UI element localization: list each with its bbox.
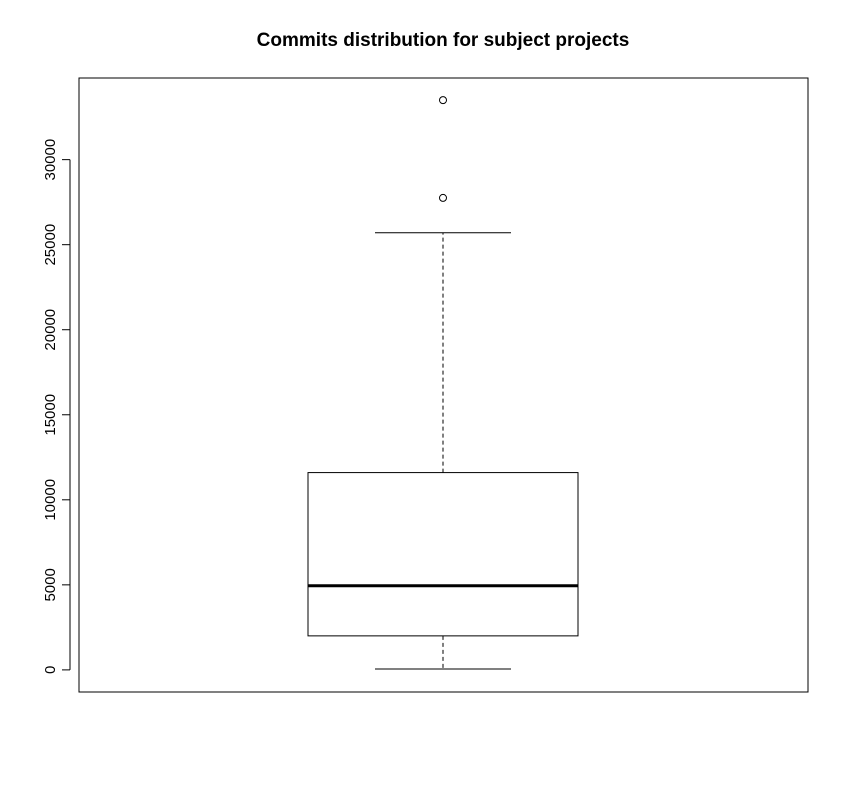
y-tick-label: 10000 (42, 479, 59, 521)
y-tick-label: 30000 (42, 139, 59, 181)
y-tick-label: 0 (42, 666, 59, 674)
y-tick-label: 15000 (42, 394, 59, 436)
y-tick-label: 25000 (42, 224, 59, 266)
y-tick-label: 5000 (42, 568, 59, 601)
plot-frame (78, 77, 809, 693)
outlier-point (439, 96, 447, 105)
interquartile-box (307, 472, 579, 637)
chart-title: Commits distribution for subject project… (257, 30, 630, 51)
outlier-point (439, 193, 447, 202)
y-tick-label: 20000 (42, 309, 59, 351)
y-axis: 0 5000 10000 15000 20000 25000 30000 (42, 139, 71, 674)
box-plot (307, 96, 579, 670)
